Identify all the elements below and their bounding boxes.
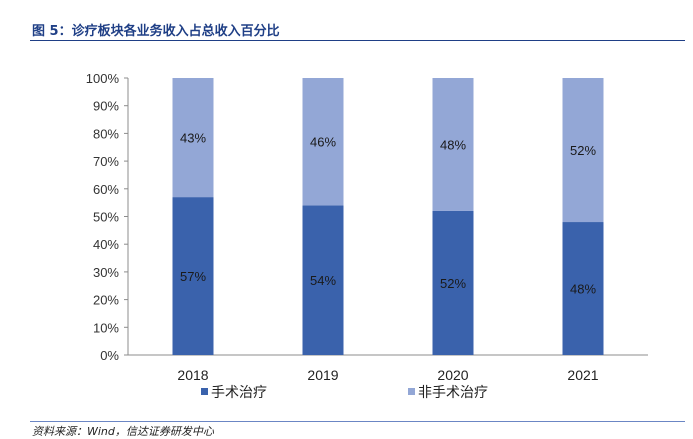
y-tick-label: 70% xyxy=(93,154,119,169)
figure-title: 图 5：诊疗板块各业务收入占总收入百分比 xyxy=(32,24,280,39)
legend-label: 手术治疗 xyxy=(211,385,267,401)
data-label: 52% xyxy=(570,143,596,158)
x-tick-label: 2019 xyxy=(307,367,338,383)
bar-segment xyxy=(302,78,344,206)
bars: 57% 43% 54% 46% 52% 48% 48% 52% xyxy=(172,78,604,355)
data-label: 54% xyxy=(310,273,336,288)
legend-label: 非手术治疗 xyxy=(418,385,488,401)
y-tick-label: 10% xyxy=(93,320,119,335)
bar-segment xyxy=(302,205,344,355)
legend: 手术治疗 非手术治疗 xyxy=(201,385,488,401)
y-axis: 0% 10% 20% 30% 40% 50% 60% 70% 80% 90% 100% xyxy=(86,71,129,363)
data-label: 52% xyxy=(440,276,466,291)
y-tick-label: 90% xyxy=(93,99,119,114)
bar-segment xyxy=(432,210,474,355)
source-rule xyxy=(30,421,685,422)
x-axis: 2018 2019 2020 2021 xyxy=(128,354,648,383)
data-label: 57% xyxy=(180,269,206,284)
bar-segment xyxy=(172,197,214,355)
y-tick-label: 50% xyxy=(93,210,119,225)
legend-swatch xyxy=(201,388,208,395)
data-label: 43% xyxy=(180,131,206,146)
legend-swatch xyxy=(408,388,415,395)
bar-segment xyxy=(562,78,604,223)
y-tick-label: 0% xyxy=(100,348,119,363)
y-tick-label: 80% xyxy=(93,126,119,141)
bar-segment xyxy=(562,222,604,355)
x-tick-label: 2020 xyxy=(437,367,468,383)
x-tick-label: 2021 xyxy=(567,367,598,383)
y-tick-label: 30% xyxy=(93,265,119,280)
y-tick-label: 20% xyxy=(93,293,119,308)
y-tick-label: 100% xyxy=(86,71,120,86)
y-tick-label: 40% xyxy=(93,237,119,252)
data-label: 46% xyxy=(310,135,336,150)
source-note: 资料来源：Wind，信达证券研发中心 xyxy=(32,425,214,438)
x-tick-label: 2018 xyxy=(177,367,208,383)
title-underline xyxy=(30,40,685,41)
bar-segment xyxy=(172,78,214,198)
data-label: 48% xyxy=(440,137,466,152)
y-tick-label: 60% xyxy=(93,182,119,197)
bar-segment xyxy=(432,78,474,211)
data-label: 48% xyxy=(570,282,596,297)
